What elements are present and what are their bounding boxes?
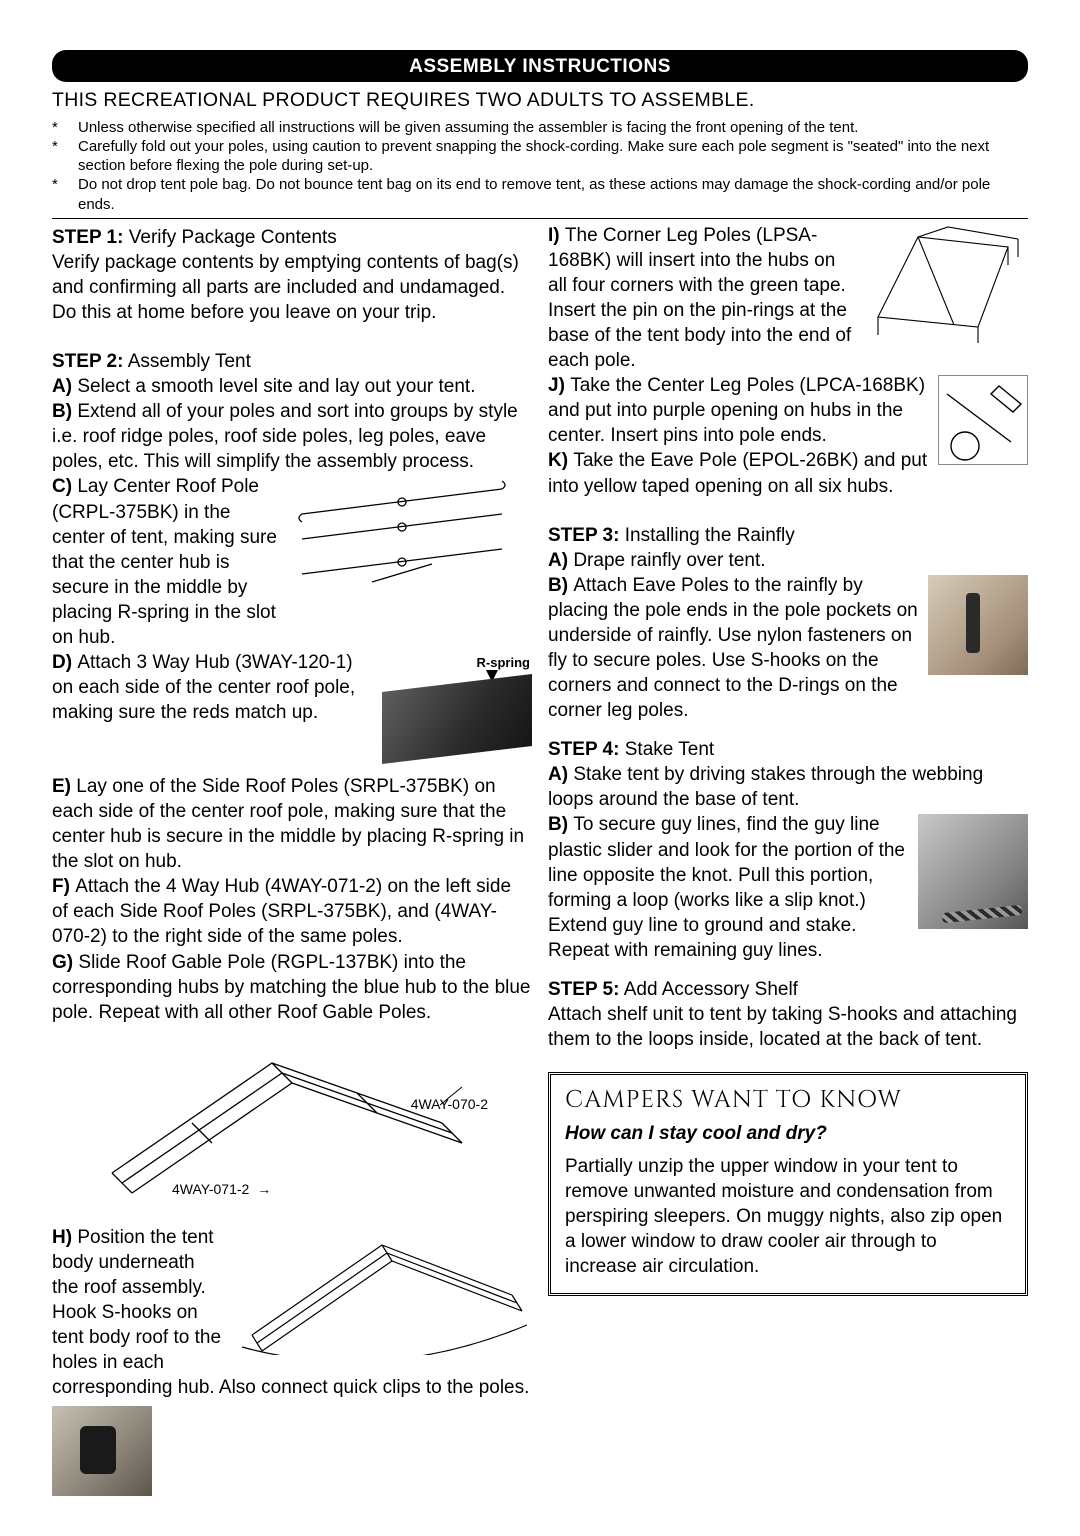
content-columns: STEP 1: Verify Package Contents Verify p…	[52, 223, 1028, 1497]
figure-label-4way-070: 4WAY-070-2	[411, 1095, 488, 1113]
know-title: CAMPERS WANT TO KNOW	[565, 1085, 1011, 1117]
step1-head: STEP 1: Verify Package Contents	[52, 225, 532, 250]
requires-line: THIS RECREATIONAL PRODUCT REQUIRES TWO A…	[52, 88, 1028, 114]
figure-tent-body	[232, 1225, 532, 1355]
campers-know-box: CAMPERS WANT TO KNOW How can I stay cool…	[548, 1072, 1028, 1296]
step3-head: STEP 3: Installing the Rainfly	[548, 523, 1028, 548]
step5-body: Attach shelf unit to tent by taking S-ho…	[548, 1002, 1028, 1052]
step3-a: A) Drape rainfly over tent.	[548, 548, 1028, 573]
step4-a: A) Stake tent by driving stakes through …	[548, 762, 1028, 812]
figure-label-4way-071: 4WAY-071-2	[172, 1180, 271, 1198]
figure-rspring: R-spring	[382, 650, 532, 770]
figure-guy-line	[918, 814, 1028, 929]
step2-head: STEP 2: Assembly Tent	[52, 349, 532, 374]
right-column: I) The Corner Leg Poles (LPSA-168BK) wil…	[548, 223, 1028, 1497]
figure-rainfly-attach	[928, 575, 1028, 675]
step2-b: B) Extend all of your poles and sort int…	[52, 399, 532, 474]
step5-head: STEP 5: Add Accessory Shelf	[548, 977, 1028, 1002]
step4-head: STEP 4: Stake Tent	[548, 737, 1028, 762]
caution-item: Carefully fold out your poles, using cau…	[78, 137, 1028, 175]
figure-roof-poles	[292, 474, 532, 604]
caution-list: *Unless otherwise specified all instruct…	[52, 118, 1028, 219]
figure-hook-photo	[52, 1406, 152, 1496]
figure-pin-ring	[938, 375, 1028, 465]
step2-e: E) Lay one of the Side Roof Poles (SRPL-…	[52, 774, 532, 874]
step2-f: F) Attach the 4 Way Hub (4WAY-071-2) on …	[52, 874, 532, 949]
figure-tent-corners	[858, 217, 1028, 347]
caution-item: Do not drop tent pole bag. Do not bounce…	[78, 175, 1028, 213]
rspring-label: R-spring	[477, 654, 530, 671]
step2-g: G) Slide Roof Gable Pole (RGPL-137BK) in…	[52, 950, 532, 1025]
step2-a: A) Select a smooth level site and lay ou…	[52, 374, 532, 399]
know-question: How can I stay cool and dry?	[565, 1121, 1011, 1146]
know-body: Partially unzip the upper window in your…	[565, 1154, 1011, 1279]
caution-item: Unless otherwise specified all instructi…	[78, 118, 1028, 137]
left-column: STEP 1: Verify Package Contents Verify p…	[52, 223, 532, 1497]
figure-roof-frame: 4WAY-070-2 4WAY-071-2	[72, 1033, 482, 1203]
step1-body: Verify package contents by emptying cont…	[52, 250, 532, 325]
header-bar: ASSEMBLY INSTRUCTIONS	[52, 50, 1028, 82]
